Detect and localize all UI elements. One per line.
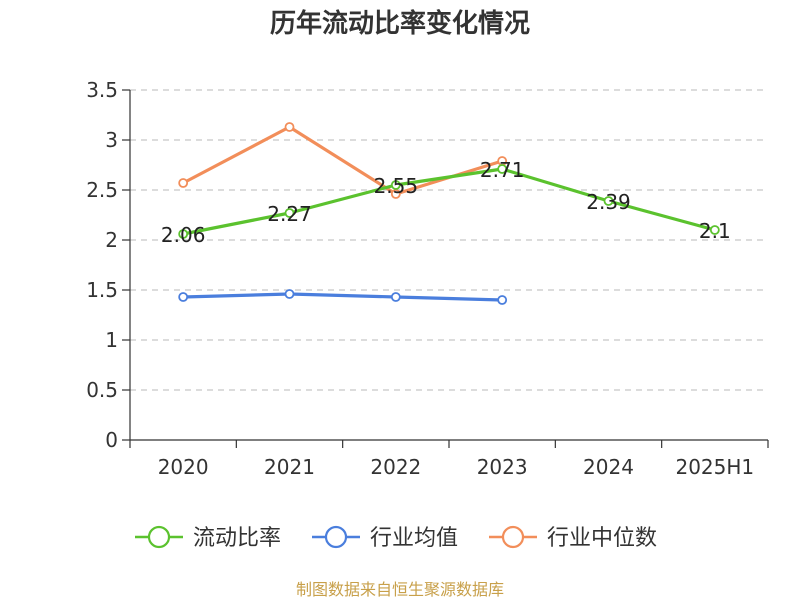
gridlines xyxy=(130,89,768,391)
data-point xyxy=(390,189,401,199)
legend-item: 流动比率 xyxy=(135,525,281,551)
series-line xyxy=(181,292,504,302)
legend-marker xyxy=(324,525,348,549)
chart-title: 历年流动比率变化情况 xyxy=(270,8,530,39)
data-point xyxy=(284,289,295,299)
data-point xyxy=(497,295,508,305)
y-tick-label: 0 xyxy=(105,428,118,452)
data-label: 2.39 xyxy=(586,190,631,214)
x-tick-label: 2021 xyxy=(264,455,315,479)
axes: 0 0.5 1 1.5 2 2.5 3 3.5 2020 2021 2022 2023 2024 2025… xyxy=(86,78,769,479)
x-tick-label: 2023 xyxy=(477,455,528,479)
data-point xyxy=(709,225,720,235)
x-tick-label: 2024 xyxy=(583,455,634,479)
legend-marker xyxy=(501,525,525,549)
y-tick-label: 2 xyxy=(105,228,118,252)
x-tick-label: 2020 xyxy=(158,455,209,479)
data-point xyxy=(390,292,401,302)
legend-label: 流动比率 xyxy=(193,526,281,551)
data-point xyxy=(178,178,189,188)
series-line xyxy=(181,125,504,196)
data-point xyxy=(497,164,508,174)
data-point xyxy=(603,196,614,206)
x-tick-label: 2025H1 xyxy=(675,455,754,479)
y-tick-label: 2.5 xyxy=(86,178,118,202)
legend-marker xyxy=(147,525,171,549)
source-note: 制图数据来自恒生聚源数据库 xyxy=(296,580,504,599)
y-tick-label: 1.5 xyxy=(86,278,118,302)
data-point xyxy=(178,292,189,302)
data-label: 2.06 xyxy=(161,223,206,247)
series-line xyxy=(181,167,717,236)
x-tick-label: 2022 xyxy=(370,455,421,479)
legend-item: 行业均值 xyxy=(312,525,458,551)
legend-label: 行业中位数 xyxy=(547,526,657,551)
data-labels: 2.06 2.27 2.55 2.71 2.39 2.1 xyxy=(161,158,731,247)
data-point xyxy=(178,229,189,239)
data-point xyxy=(284,208,295,218)
data-point xyxy=(390,180,401,190)
data-point xyxy=(284,122,295,132)
y-tick-label: 0.5 xyxy=(86,378,118,402)
data-label: 2.1 xyxy=(699,219,731,243)
y-tick-label: 3.5 xyxy=(86,78,118,102)
data-label: 2.55 xyxy=(374,174,419,198)
series-lines xyxy=(178,122,720,305)
legend-label: 行业均值 xyxy=(370,526,458,551)
legend-item: 行业中位数 xyxy=(489,525,657,551)
y-tick-label: 1 xyxy=(105,328,118,352)
data-label: 2.71 xyxy=(480,158,525,182)
data-label: 2.27 xyxy=(267,202,312,226)
legend: 流动比率 行业均值 行业中位数 xyxy=(135,525,657,551)
y-tick-label: 3 xyxy=(105,128,118,152)
